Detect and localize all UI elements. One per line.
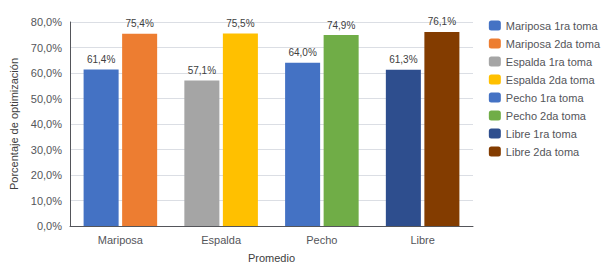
svg-text:61,4%: 61,4% xyxy=(87,54,115,65)
svg-text:Espalda 2da toma: Espalda 2da toma xyxy=(506,74,596,86)
svg-text:60,0%: 60,0% xyxy=(31,67,62,79)
svg-text:74,9%: 74,9% xyxy=(327,20,355,31)
svg-text:Porcentaje de optimización: Porcentaje de optimización xyxy=(8,58,20,190)
svg-text:80,0%: 80,0% xyxy=(31,16,62,28)
svg-text:Mariposa 2da toma: Mariposa 2da toma xyxy=(506,38,601,50)
svg-text:64,0%: 64,0% xyxy=(288,47,316,58)
svg-text:75,4%: 75,4% xyxy=(125,18,153,29)
svg-text:Libre: Libre xyxy=(410,234,434,246)
svg-text:70,0%: 70,0% xyxy=(31,42,62,54)
svg-text:Mariposa: Mariposa xyxy=(98,234,144,246)
svg-text:Libre 2da toma: Libre 2da toma xyxy=(506,146,580,158)
svg-text:30,0%: 30,0% xyxy=(31,144,62,156)
svg-text:Espalda: Espalda xyxy=(201,234,242,246)
svg-text:50,0%: 50,0% xyxy=(31,93,62,105)
svg-text:76,1%: 76,1% xyxy=(428,16,456,27)
svg-text:Promedio: Promedio xyxy=(248,252,295,264)
svg-text:Pecho 2da toma: Pecho 2da toma xyxy=(506,110,587,122)
svg-text:20,0%: 20,0% xyxy=(31,169,62,181)
svg-text:40,0%: 40,0% xyxy=(31,118,62,130)
svg-text:10,0%: 10,0% xyxy=(31,195,62,207)
svg-text:Pecho: Pecho xyxy=(306,234,337,246)
svg-text:57,1%: 57,1% xyxy=(188,65,216,76)
svg-text:75,5%: 75,5% xyxy=(226,18,254,29)
svg-text:Libre 1ra toma: Libre 1ra toma xyxy=(506,128,578,140)
svg-text:Pecho 1ra toma: Pecho 1ra toma xyxy=(506,92,585,104)
svg-text:Espalda 1ra toma: Espalda 1ra toma xyxy=(506,56,593,68)
svg-text:61,3%: 61,3% xyxy=(389,54,417,65)
svg-text:Mariposa 1ra toma: Mariposa 1ra toma xyxy=(506,20,599,32)
svg-text:0,0%: 0,0% xyxy=(37,220,62,232)
